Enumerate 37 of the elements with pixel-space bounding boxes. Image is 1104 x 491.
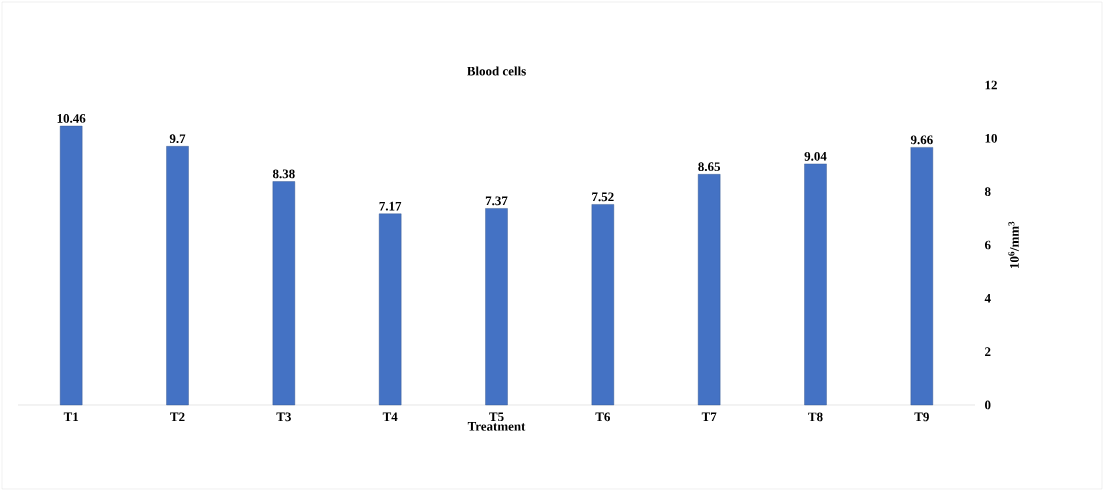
x-tick-label: T9 (914, 412, 929, 422)
bar (166, 146, 189, 406)
bar (591, 204, 615, 406)
x-tick-label: T2 (170, 412, 185, 422)
data-label: 10.46 (57, 114, 86, 123)
x-tick-label: T3 (276, 412, 291, 422)
data-label: 8.38 (272, 169, 295, 179)
x-tick-label: T5 (489, 412, 504, 422)
x-tick-label: T4 (382, 412, 398, 422)
y-tick-label: 0 (985, 400, 991, 410)
data-label: 7.17 (379, 201, 402, 211)
y-axis-title: 10$^{6}$/mm$^{3}$ (1008, 221, 1019, 269)
y-tick-label: 10 (985, 133, 997, 143)
bar (910, 147, 934, 406)
data-label: 7.52 (592, 192, 614, 202)
data-label: 9.66 (910, 135, 933, 145)
bar (59, 125, 83, 406)
x-tick-label: T6 (595, 412, 611, 422)
x-tick-label: T7 (701, 412, 717, 421)
bar (697, 174, 721, 406)
data-label: 8.65 (698, 162, 721, 172)
bar (485, 208, 508, 406)
data-label: 9.7 (169, 134, 186, 144)
bar (272, 181, 296, 406)
y-tick-label: 12 (985, 80, 997, 90)
y-tick-label: 8 (984, 187, 991, 197)
x-axis-title: Treatment (467, 422, 526, 431)
x-tick-label: T8 (808, 412, 823, 422)
y-tick-label: 6 (984, 240, 991, 250)
bar (804, 163, 827, 406)
bar (378, 213, 402, 406)
data-label: 7.37 (485, 196, 508, 206)
y-tick-label: 4 (984, 294, 991, 303)
data-label: 9.04 (804, 151, 827, 161)
y-tick-label: 2 (985, 347, 991, 356)
chart-title: Blood cells (467, 66, 526, 76)
x-tick-label: T1 (63, 412, 79, 422)
